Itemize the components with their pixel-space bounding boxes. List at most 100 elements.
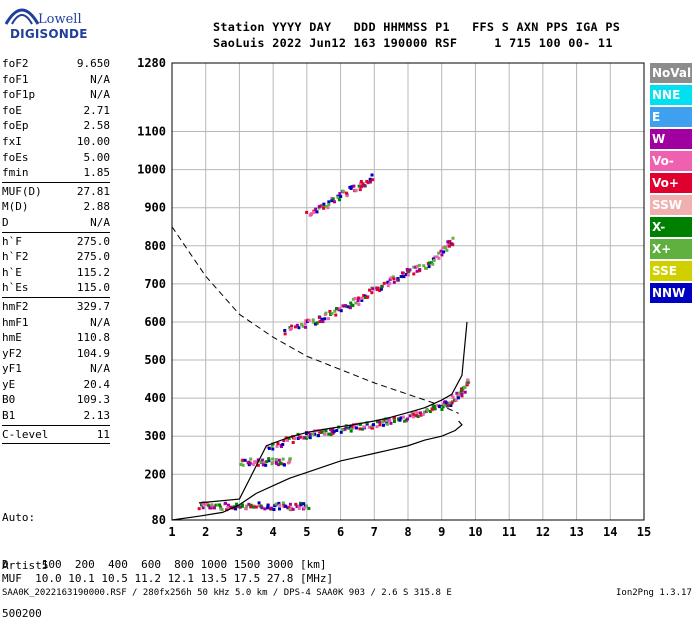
trace-point xyxy=(353,296,357,300)
trace-point xyxy=(333,309,337,313)
trace-point xyxy=(323,317,327,321)
trace-point xyxy=(297,504,301,508)
trace-point xyxy=(371,287,375,291)
trace-point xyxy=(259,504,263,508)
param-row: h`F 275.0 xyxy=(2,234,110,250)
trace-point xyxy=(321,428,325,432)
param-row: D N/A xyxy=(2,215,110,231)
trace-point xyxy=(402,275,406,279)
trace-point xyxy=(428,261,432,265)
trace-point xyxy=(354,426,358,430)
trace-point xyxy=(375,425,379,429)
file-info: SAA0K_2022163190000.RSF / 280fx256h 50 k… xyxy=(2,588,452,598)
param-label: D xyxy=(2,215,9,229)
legend-item: X+ xyxy=(650,239,692,259)
trace-point xyxy=(267,457,271,461)
trace-point xyxy=(249,503,253,507)
trace-point xyxy=(247,460,251,464)
param-row: hmF2 329.7 xyxy=(2,299,110,315)
trace-point xyxy=(351,304,355,308)
trace-point xyxy=(457,393,461,397)
trace-point xyxy=(378,420,382,424)
digisonde-logo: Lowell DIGISONDE xyxy=(0,2,110,48)
trace-point xyxy=(294,502,298,506)
param-label: C-level xyxy=(2,427,49,441)
trace-point xyxy=(310,212,314,216)
trace-point xyxy=(324,429,328,433)
trace-point xyxy=(459,389,463,393)
header-line-2: SaoLuis 2022 Jun12 163 190000 RSF 1 715 … xyxy=(213,36,613,50)
trace-point xyxy=(418,269,422,273)
trace-point xyxy=(239,463,243,467)
trace-point xyxy=(276,442,280,446)
trace-point xyxy=(378,423,382,427)
trace-point xyxy=(249,505,253,509)
trace-point xyxy=(216,503,220,507)
trace-point xyxy=(436,403,440,407)
trace-point xyxy=(441,405,445,409)
trace-point xyxy=(441,246,445,250)
trace-point xyxy=(460,392,464,396)
y-tick-label: 800 xyxy=(144,239,166,253)
trace-point xyxy=(312,210,316,214)
trace-point xyxy=(214,503,218,507)
trace-point xyxy=(329,427,333,431)
trace-point xyxy=(458,391,462,395)
trace-point xyxy=(290,324,294,328)
trace-point xyxy=(338,198,342,202)
trace-point xyxy=(305,504,309,508)
trace-point xyxy=(357,302,361,306)
trace-point xyxy=(351,424,355,428)
trace-point xyxy=(385,422,389,426)
trace-point xyxy=(332,200,336,204)
x-tick-label: 10 xyxy=(468,525,482,539)
trace-point xyxy=(347,305,351,309)
y-tick-label: 900 xyxy=(144,201,166,215)
trace-point xyxy=(433,407,437,411)
trace-point xyxy=(415,269,419,273)
trace-point xyxy=(283,328,287,332)
trace-point xyxy=(396,278,400,282)
trace-point xyxy=(291,507,295,511)
trace-point xyxy=(335,429,339,433)
y-tick-label: 700 xyxy=(144,277,166,291)
trace-point xyxy=(408,268,412,272)
trace-point xyxy=(282,463,286,467)
trace-point xyxy=(270,444,274,448)
y-tick-label: 1280 xyxy=(137,56,166,70)
legend-item: E xyxy=(650,107,692,127)
trace-point xyxy=(311,318,315,322)
trace-point xyxy=(207,504,211,508)
trace-point xyxy=(408,414,412,418)
legend-item: NNE xyxy=(650,85,692,105)
param-row: foEs 5.00 xyxy=(2,150,110,166)
x-tick-label: 6 xyxy=(337,525,344,539)
trace-point xyxy=(301,324,305,328)
trace-point xyxy=(354,301,358,305)
trace-point xyxy=(201,506,205,510)
trace-point xyxy=(265,460,269,464)
param-label: h`F xyxy=(2,234,22,248)
param-row: MUF(D) 27.81 xyxy=(2,184,110,200)
trace-point xyxy=(229,506,233,510)
trace-point xyxy=(330,199,334,203)
trace-point xyxy=(284,504,288,508)
trace-point xyxy=(451,396,455,400)
trace-point xyxy=(329,433,333,437)
trace-point xyxy=(376,286,380,290)
param-label: hmF1 xyxy=(2,315,29,329)
x-tick-label: 8 xyxy=(404,525,411,539)
trace-point xyxy=(406,273,410,277)
param-value: 275.0 xyxy=(76,234,110,248)
trace-point xyxy=(416,411,420,415)
param-label: fmin xyxy=(2,166,29,180)
trace-point xyxy=(371,178,375,182)
param-label: foE xyxy=(2,103,22,117)
trace-point xyxy=(324,311,328,315)
trace-point xyxy=(440,407,444,411)
trace-point xyxy=(459,387,463,391)
param-row: fxI 10.00 xyxy=(2,134,110,150)
trace-point xyxy=(226,506,230,510)
trace-point xyxy=(354,188,358,192)
trace-point xyxy=(447,242,451,246)
